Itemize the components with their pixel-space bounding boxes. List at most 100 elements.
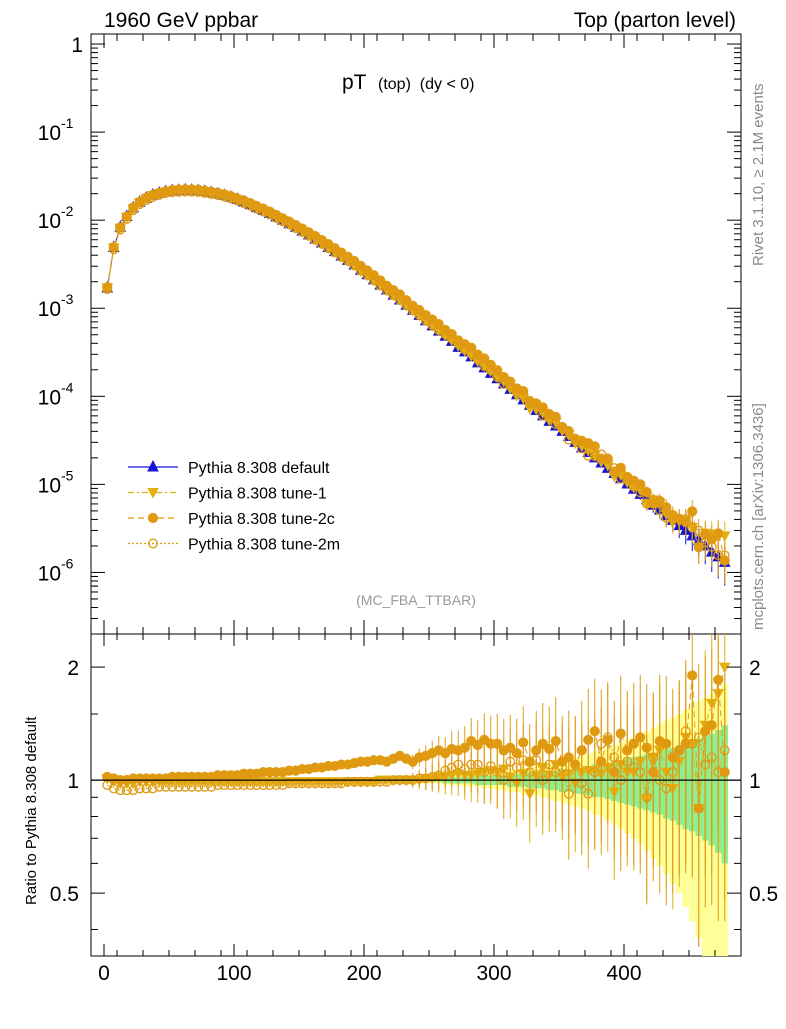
y-tick-label-exp: -3 xyxy=(61,291,74,307)
ratio-point xyxy=(349,776,360,787)
data-point xyxy=(661,512,672,523)
ratio-point xyxy=(277,780,288,791)
data-point xyxy=(186,186,197,197)
ratio-point xyxy=(186,781,197,792)
ratio-point xyxy=(550,767,561,778)
y-tick-label-base: 10 xyxy=(38,298,61,321)
ratio-point xyxy=(492,767,503,778)
data-point xyxy=(635,487,646,498)
data-point xyxy=(589,451,600,461)
ratio-panel xyxy=(90,633,742,957)
data-point xyxy=(680,513,691,524)
ratio-point xyxy=(563,788,574,799)
data-point xyxy=(700,537,711,548)
ratio-point xyxy=(290,778,301,789)
y-tick-label-text: 1 xyxy=(71,34,83,57)
data-point xyxy=(160,188,171,199)
header-right: Top (parton level) xyxy=(574,9,736,32)
legend-marker xyxy=(148,538,158,549)
data-point xyxy=(472,354,483,365)
data-point xyxy=(615,473,626,484)
data-point xyxy=(147,192,158,203)
main-series-tune-1 xyxy=(101,185,731,565)
ratio-point xyxy=(219,780,230,791)
ratio-point xyxy=(505,756,516,767)
y-tick-label-exp: -1 xyxy=(61,115,74,131)
ratio-point xyxy=(557,762,568,773)
data-point xyxy=(121,213,132,224)
data-point xyxy=(498,379,509,389)
data-point xyxy=(570,433,581,444)
ratio-point xyxy=(713,767,724,778)
data-point xyxy=(602,453,613,464)
legend-label: Pythia 8.308 tune-2c xyxy=(188,511,335,528)
data-point xyxy=(388,290,399,301)
ratio-point xyxy=(680,726,691,737)
data-point xyxy=(238,198,249,209)
data-point xyxy=(115,222,126,233)
data-point xyxy=(375,280,386,291)
ratio-point xyxy=(355,776,366,787)
ratio-point xyxy=(108,783,119,794)
data-point xyxy=(173,186,184,197)
data-point xyxy=(329,247,340,258)
y-tick-label: 1 xyxy=(71,34,83,57)
y-tick-label: 10 -1 xyxy=(38,115,74,145)
ratio-point xyxy=(511,762,522,773)
ratio-point xyxy=(609,752,620,763)
side-label-top: Rivet 3.1.10, ≥ 2.1M events xyxy=(750,84,767,267)
ratio-point xyxy=(635,767,646,778)
legend-label: Pythia 8.308 default xyxy=(188,460,330,477)
legend-label: Pythia 8.308 tune-2m xyxy=(188,537,340,554)
data-point xyxy=(492,371,503,382)
ratio-point xyxy=(316,778,327,789)
ratio-point xyxy=(596,738,607,749)
data-point xyxy=(232,195,243,206)
ratio-point xyxy=(602,732,613,743)
data-point xyxy=(102,284,113,295)
data-point xyxy=(407,305,418,316)
analysis-label: (MC_FBA_TTBAR) xyxy=(356,592,476,608)
data-point xyxy=(199,188,210,198)
main-series-line xyxy=(106,189,726,563)
data-point xyxy=(349,260,360,271)
data-point xyxy=(251,203,262,214)
data-point xyxy=(576,443,587,454)
ratio-y-tick-label: 2 xyxy=(67,657,79,680)
ratio-point xyxy=(160,781,171,792)
ratio-point xyxy=(310,778,321,789)
data-point xyxy=(713,528,724,539)
plot-title-main: pT xyxy=(342,71,367,94)
data-point xyxy=(518,390,529,401)
ratio-series-line xyxy=(107,729,726,798)
data-point xyxy=(368,275,379,286)
ratio-series-tune-2m xyxy=(102,659,730,922)
ratio-point xyxy=(212,780,223,791)
header-left: 1960 GeV ppbar xyxy=(104,9,258,32)
ratio-point xyxy=(570,759,581,770)
data-point xyxy=(401,300,412,311)
y-tick-label-base: 10 xyxy=(38,474,61,497)
ratio-point xyxy=(459,764,470,775)
ratio-point xyxy=(375,776,386,787)
legend-marker xyxy=(147,459,159,472)
data-point xyxy=(693,525,704,536)
ratio-point xyxy=(453,759,464,770)
data-point xyxy=(245,200,256,211)
ratio-point xyxy=(518,755,529,766)
y-tick-label-exp: -2 xyxy=(61,203,74,219)
ratio-point xyxy=(362,776,373,787)
data-point xyxy=(258,206,269,217)
ratio-point xyxy=(440,765,451,776)
ratio-point xyxy=(420,773,431,784)
ratio-point xyxy=(706,752,717,763)
ratio-point xyxy=(641,792,652,803)
data-series xyxy=(101,182,731,947)
ratio-point xyxy=(128,785,139,796)
ratio-y-tick-label: 0.5 xyxy=(50,883,79,906)
ratio-point xyxy=(323,778,334,789)
ratio-point xyxy=(258,780,269,791)
